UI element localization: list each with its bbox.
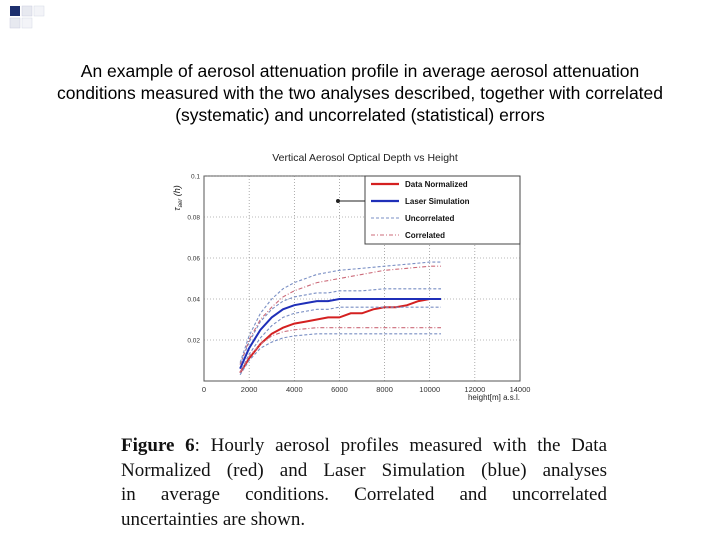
x-tick-label: 8000: [376, 385, 393, 394]
chart-legend: Data Normalized Laser Simulation Uncorrela…: [336, 175, 521, 245]
y-axis-label: τaer (h): [172, 185, 184, 211]
y-tick-label: 0.04: [187, 297, 200, 304]
series-line-uncorrelated: [239, 333, 441, 376]
caption-line-4: uncertainties are shown.: [121, 508, 306, 530]
legend-label: Data Normalized: [405, 180, 468, 189]
series-line-data-normalized: [239, 298, 441, 374]
legend-box: [364, 175, 521, 245]
caption-label: Figure 6: [121, 435, 195, 456]
y-axis-label-text: τaer (h): [172, 185, 184, 211]
legend-label: Correlated: [405, 231, 445, 240]
legend-pointer-dot: [336, 199, 340, 203]
slide-title-line-3: (systematic) and uncorrelated (statistic…: [175, 105, 545, 125]
aerosol-depth-chart: Vertical Aerosol Optical Depth vs Height…: [172, 152, 530, 402]
y-tick-label: 0.1: [191, 174, 200, 181]
axis-ticks: 0 2000 4000 6000 8000 10000 12000 14000 0.02 0.04…: [187, 174, 530, 395]
series-line-laser-simulation: [239, 298, 441, 370]
x-axis-label: height[m] a.s.l.: [468, 393, 520, 402]
x-tick-label: 14000: [510, 385, 531, 394]
x-tick-label: 12000: [464, 385, 485, 394]
x-tick-label: 10000: [419, 385, 440, 394]
slide-title-line-2: conditions measured with the two analyse…: [56, 83, 664, 103]
figure-caption: Figure 6: Hourly aerosol profiles measur…: [121, 434, 607, 532]
x-tick-label: 0: [202, 385, 206, 394]
legend-label: Uncorrelated: [405, 214, 454, 223]
slide-title-line-1: An example of aerosol attenuation profil…: [80, 61, 640, 81]
data-series: [239, 261, 441, 376]
series-line-correlated: [239, 265, 441, 365]
y-tick-label: 0.08: [187, 215, 200, 222]
slide-title: An example of aerosol attenuation profil…: [0, 60, 720, 126]
series-line-uncorrelated: [239, 288, 441, 365]
x-tick-label: 2000: [241, 385, 258, 394]
caption-line-1: : Hourly aerosol profiles measured with …: [194, 435, 607, 456]
y-tick-label: 0.06: [187, 256, 200, 263]
chart-title: Vertical Aerosol Optical Depth vs Height: [272, 152, 458, 164]
y-tick-label: 0.02: [187, 338, 200, 345]
caption-line-2: Normalized (red) and Laser Simulation (b…: [121, 459, 607, 481]
x-tick-label: 6000: [331, 385, 348, 394]
series-line-uncorrelated: [239, 306, 441, 374]
caption-line-3: in average conditions. Correlated and un…: [121, 484, 607, 505]
corner-decoration: [9, 5, 45, 29]
legend-label: Laser Simulation: [405, 197, 470, 206]
x-tick-label: 4000: [286, 385, 303, 394]
